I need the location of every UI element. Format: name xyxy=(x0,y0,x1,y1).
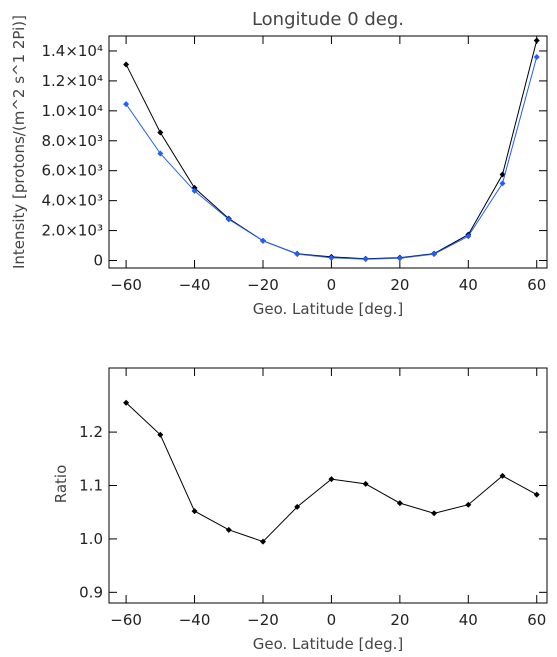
x-tick-label: −40 xyxy=(179,276,211,294)
x-axis-ticks: −60 −40 −20 0 20 40 60 xyxy=(110,368,546,629)
y-tick-label: 1.0×10⁴ xyxy=(41,102,103,120)
x-axis-ticks: −60 −40 −20 0 20 40 60 xyxy=(110,36,546,294)
data-point xyxy=(533,37,540,44)
x-tick-label: 40 xyxy=(459,276,478,294)
x-tick-label: 0 xyxy=(327,276,337,294)
series-layer xyxy=(123,399,540,545)
y-axis-ticks: 0.9 1.0 1.1 1.2 xyxy=(79,423,547,601)
y-tick-label: 1.1 xyxy=(79,477,103,495)
data-point xyxy=(123,101,130,108)
data-point xyxy=(431,510,438,517)
plot-frame xyxy=(108,35,548,269)
data-point xyxy=(157,129,164,136)
data-point xyxy=(431,251,438,258)
y-tick-label: 1.2×10⁴ xyxy=(41,72,103,90)
series-layer xyxy=(123,37,540,263)
data-point xyxy=(294,251,301,258)
y-axis-label: Intensity [protons/(m^2 s^1 2Pi)] xyxy=(10,15,28,269)
data-point xyxy=(533,491,540,498)
data-point xyxy=(123,61,130,68)
data-point xyxy=(191,187,198,194)
x-tick-label: 20 xyxy=(390,611,409,629)
x-tick-label: −40 xyxy=(179,611,211,629)
y-tick-label: 1.4×10⁴ xyxy=(41,42,103,60)
data-point xyxy=(123,399,130,406)
data-point xyxy=(396,500,403,507)
y-axis-ticks: 0 2.0×10³ 4.0×10³ 6.0×10³ 8.0×10³ 1.0×10⁴ 1.2×… xyxy=(41,42,547,270)
chart-title: Longitude 0 deg. xyxy=(252,9,404,30)
y-axis-label: Ratio xyxy=(52,465,70,504)
y-tick-label: 2.0×10³ xyxy=(41,222,103,240)
y-tick-label: 6.0×10³ xyxy=(41,162,103,180)
y-tick-label: 4.0×10³ xyxy=(41,192,103,210)
data-point xyxy=(157,431,164,438)
y-tick-label: 8.0×10³ xyxy=(41,132,103,150)
y-tick-label: 1.2 xyxy=(79,423,103,441)
x-tick-label: 20 xyxy=(390,276,409,294)
data-point xyxy=(362,480,369,487)
x-tick-label: 60 xyxy=(527,276,546,294)
data-point xyxy=(157,150,164,157)
data-point xyxy=(465,233,472,240)
data-point xyxy=(396,255,403,262)
x-tick-label: −20 xyxy=(247,611,279,629)
x-tick-label: 40 xyxy=(459,611,478,629)
x-tick-label: 0 xyxy=(327,611,337,629)
data-point xyxy=(465,501,472,508)
x-axis-label: Geo. Latitude [deg.] xyxy=(253,635,404,653)
ratio-panel: −60 −40 −20 0 20 40 60 0.9 1.0 1.1 1.2 Geo. Latit… xyxy=(52,367,548,653)
x-tick-label: −60 xyxy=(110,611,142,629)
x-tick-label: −20 xyxy=(247,276,279,294)
y-tick-label: 0.9 xyxy=(79,583,103,601)
y-tick-label: 0 xyxy=(93,252,103,270)
data-point xyxy=(499,180,506,187)
data-point xyxy=(499,472,506,479)
data-point xyxy=(259,237,266,244)
data-point xyxy=(259,538,266,545)
data-point xyxy=(191,508,198,515)
x-tick-label: 60 xyxy=(527,611,546,629)
data-point xyxy=(225,526,232,533)
series-line xyxy=(125,56,538,260)
data-point xyxy=(225,216,232,223)
series-line xyxy=(125,402,537,543)
data-point xyxy=(328,476,335,483)
data-point xyxy=(533,53,540,60)
x-axis-label: Geo. Latitude [deg.] xyxy=(253,300,404,318)
data-point xyxy=(328,254,335,261)
plot-frame xyxy=(108,367,548,604)
data-point xyxy=(294,503,301,510)
x-tick-label: −60 xyxy=(110,276,142,294)
data-point xyxy=(362,256,369,263)
y-tick-label: 1.0 xyxy=(79,530,103,548)
intensity-panel: Longitude 0 deg. −60 −40 −20 0 20 40 60 0 2.0×1… xyxy=(10,9,548,318)
